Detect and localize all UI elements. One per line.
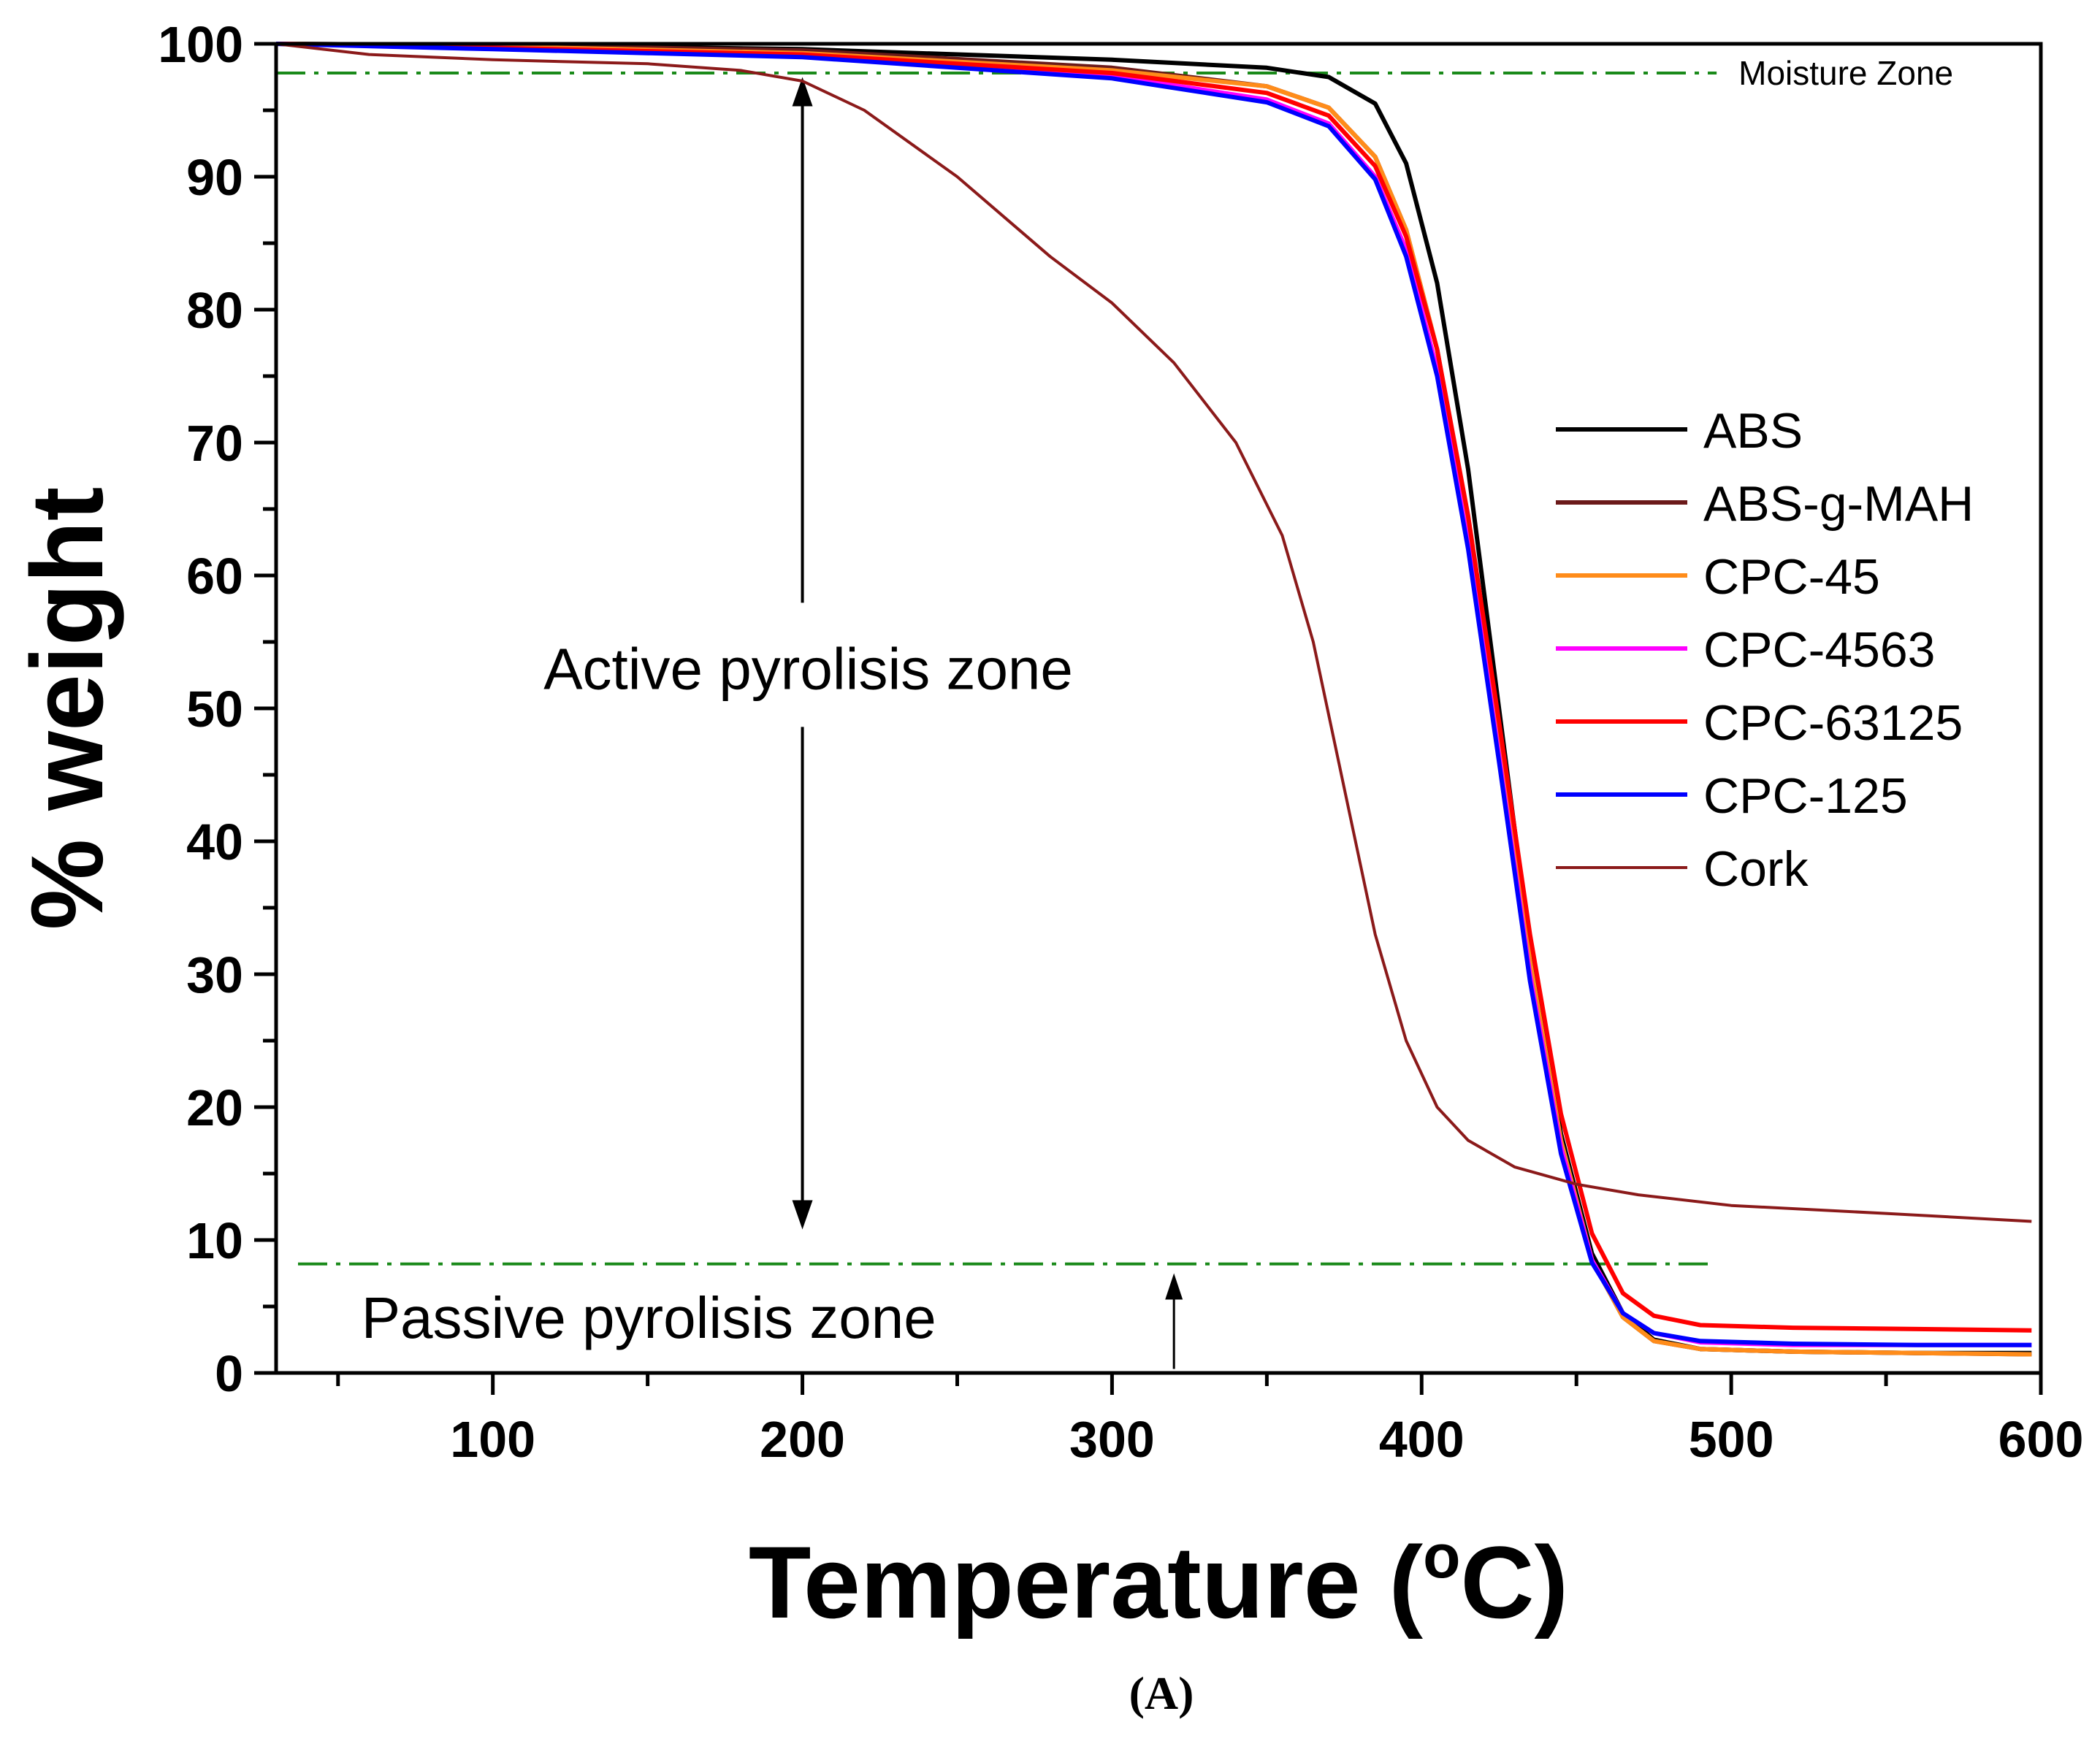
x-tick-label: 100 — [450, 1411, 535, 1468]
active-zone-label: Active pyrolisis zone — [543, 636, 1073, 701]
series-line-cpc-125 — [275, 42, 2032, 1347]
y-tick-label: 60 — [186, 548, 243, 605]
y-axis: 0 10 20 30 40 50 60 70 80 90 100 — [158, 16, 276, 1402]
moisture-zone-label: Moisture Zone — [1738, 54, 1953, 92]
x-axis-title-main: Temperature ( — [749, 1525, 1424, 1639]
passive-zone-label: Passive pyrolisis zone — [362, 1285, 936, 1350]
y-tick-label: 10 — [186, 1212, 243, 1269]
legend-label: CPC-45 — [1703, 549, 1880, 605]
legend-label: CPC-125 — [1703, 768, 1908, 824]
y-tick-label: 40 — [186, 814, 243, 870]
passive-zone-arrowhead — [1165, 1273, 1183, 1300]
series-line-cpc-4563 — [275, 42, 2032, 1347]
x-axis-title: Temperature (oC) — [749, 1522, 1568, 1639]
y-tick-label: 0 — [215, 1345, 243, 1402]
y-tick-label: 20 — [186, 1079, 243, 1136]
x-tick-label: 300 — [1069, 1411, 1155, 1468]
y-tick-label: 70 — [186, 415, 243, 472]
x-tick-label: 500 — [1689, 1411, 1774, 1468]
series-layer — [275, 42, 2032, 1357]
active-zone-arrowhead-down — [792, 1200, 813, 1230]
annotations-layer: Moisture Zone Active pyrolisis zone Pass… — [276, 54, 1953, 1369]
y-axis-title: % weight — [9, 487, 124, 930]
x-tick-label: 200 — [760, 1411, 845, 1468]
x-tick-label: 600 — [1998, 1411, 2084, 1468]
y-tick-label: 80 — [186, 282, 243, 339]
x-axis: 100 200 300 400 500 600 — [336, 1373, 2084, 1468]
legend-label: ABS-g-MAH — [1703, 476, 1974, 532]
x-tick-label: 400 — [1379, 1411, 1465, 1468]
legend-label: CPC-4563 — [1703, 622, 1936, 678]
x-axis-title-suffix: C) — [1460, 1525, 1568, 1639]
series-line-cpc-63125 — [275, 42, 2032, 1333]
series-line-cork — [275, 42, 2032, 1223]
y-tick-label: 100 — [158, 16, 243, 73]
legend: ABS ABS-g-MAH CPC-45 CPC-4563 CPC-63125 CPC-1… — [1556, 403, 1974, 897]
legend-label: CPC-63125 — [1703, 695, 1963, 751]
y-tick-label: 90 — [186, 149, 243, 206]
legend-label: ABS — [1703, 403, 1803, 459]
legend-label: Cork — [1703, 841, 1809, 897]
y-tick-label: 30 — [186, 946, 243, 1003]
y-tick-label: 50 — [186, 681, 243, 738]
x-axis-title-superscript: o — [1423, 1522, 1460, 1591]
active-zone-arrowhead-up — [792, 77, 813, 107]
panel-label: (A) — [1129, 1667, 1194, 1719]
